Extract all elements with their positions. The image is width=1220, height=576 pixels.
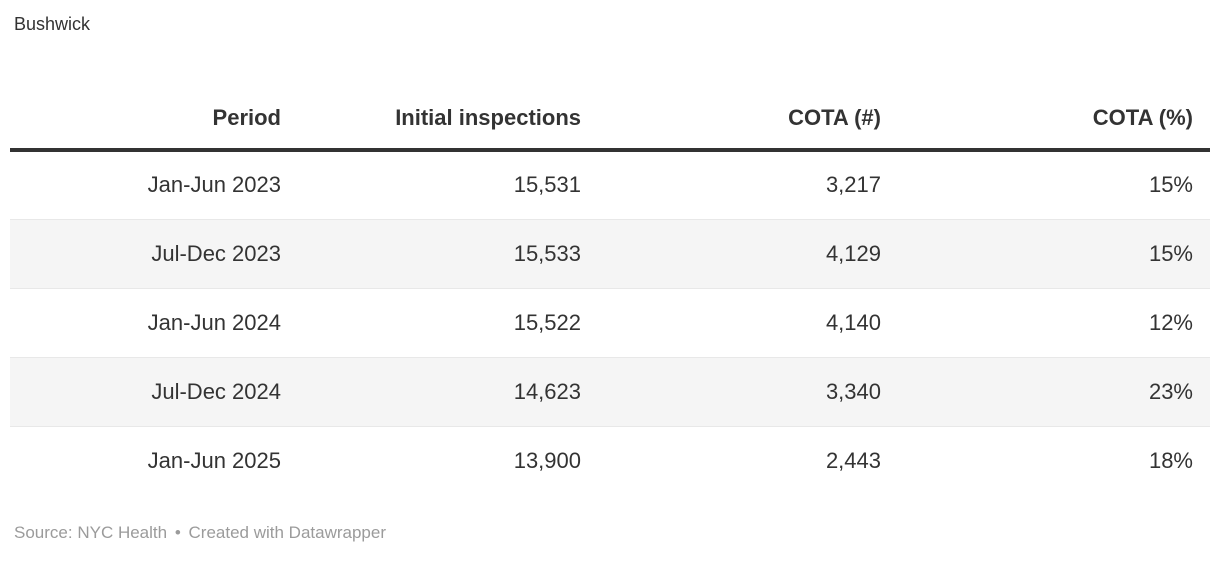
source-value: NYC Health — [77, 523, 168, 542]
cell-cota-count: 2,443 — [825, 447, 881, 473]
cell-period: Jan-Jun 2023 — [10, 150, 298, 220]
source-label: Source: — [14, 523, 73, 542]
cell-initial-inspections: 15,531 — [298, 150, 598, 220]
cell-cota-count: 4,140 — [598, 288, 898, 358]
cell-period: Jan-Jun 2025 — [147, 447, 281, 473]
column-header-period: Period — [10, 85, 298, 152]
column-header-initial-inspections: Initial inspections — [298, 85, 598, 152]
cell-period: Jan-Jun 2024 — [10, 288, 298, 358]
table-body: Jan-Jun 2023 15,531 3,217 15% Jul-Dec 20… — [10, 150, 1210, 495]
cell-initial-inspections: 15,533 — [298, 219, 598, 289]
cell-cota-percent: 15% — [898, 150, 1210, 220]
header-row: Period Initial inspections COTA (#) COTA… — [10, 85, 1210, 152]
table-row: Jul-Dec 2023 15,533 4,129 15% — [10, 219, 1210, 289]
column-header-cota-percent: COTA (%) — [898, 85, 1210, 152]
table-row: Jan-Jun 2023 15,531 3,217 15% — [10, 150, 1210, 220]
cell-cota-percent: 18% — [1148, 447, 1193, 473]
table-row: Jul-Dec 2024 14,623 3,340 23% — [10, 357, 1210, 427]
cell-initial-inspections: 13,900 — [513, 447, 581, 473]
cell-cota-percent: 12% — [898, 288, 1210, 358]
cell-cota-count: 3,340 — [598, 357, 898, 427]
data-table: Period Initial inspections COTA (#) COTA… — [10, 85, 1210, 495]
cell-cota-count: 4,129 — [598, 219, 898, 289]
table-header: Period Initial inspections COTA (#) COTA… — [10, 85, 1210, 152]
cell-cota-percent: 15% — [898, 219, 1210, 289]
cell-cota-count: 3,217 — [598, 150, 898, 220]
column-header-cota-count: COTA (#) — [598, 85, 898, 152]
datawrapper-attribution-link[interactable]: Created with Datawrapper — [188, 523, 386, 542]
footer-separator: • — [174, 523, 181, 542]
table-row: Jan-Jun 2024 15,522 4,140 12% — [10, 288, 1210, 358]
cell-initial-inspections: 14,623 — [298, 357, 598, 427]
chart-footer: Source: NYC Health • Created with Datawr… — [14, 523, 1220, 543]
cell-period: Jul-Dec 2024 — [10, 357, 298, 427]
cell-cota-percent: 23% — [898, 357, 1210, 427]
cell-initial-inspections: 15,522 — [298, 288, 598, 358]
cell-period: Jul-Dec 2023 — [10, 219, 298, 289]
page-title: Bushwick — [14, 14, 91, 34]
table-row: Jan-Jun 2025 13,900 2,443 18% — [10, 426, 1210, 495]
